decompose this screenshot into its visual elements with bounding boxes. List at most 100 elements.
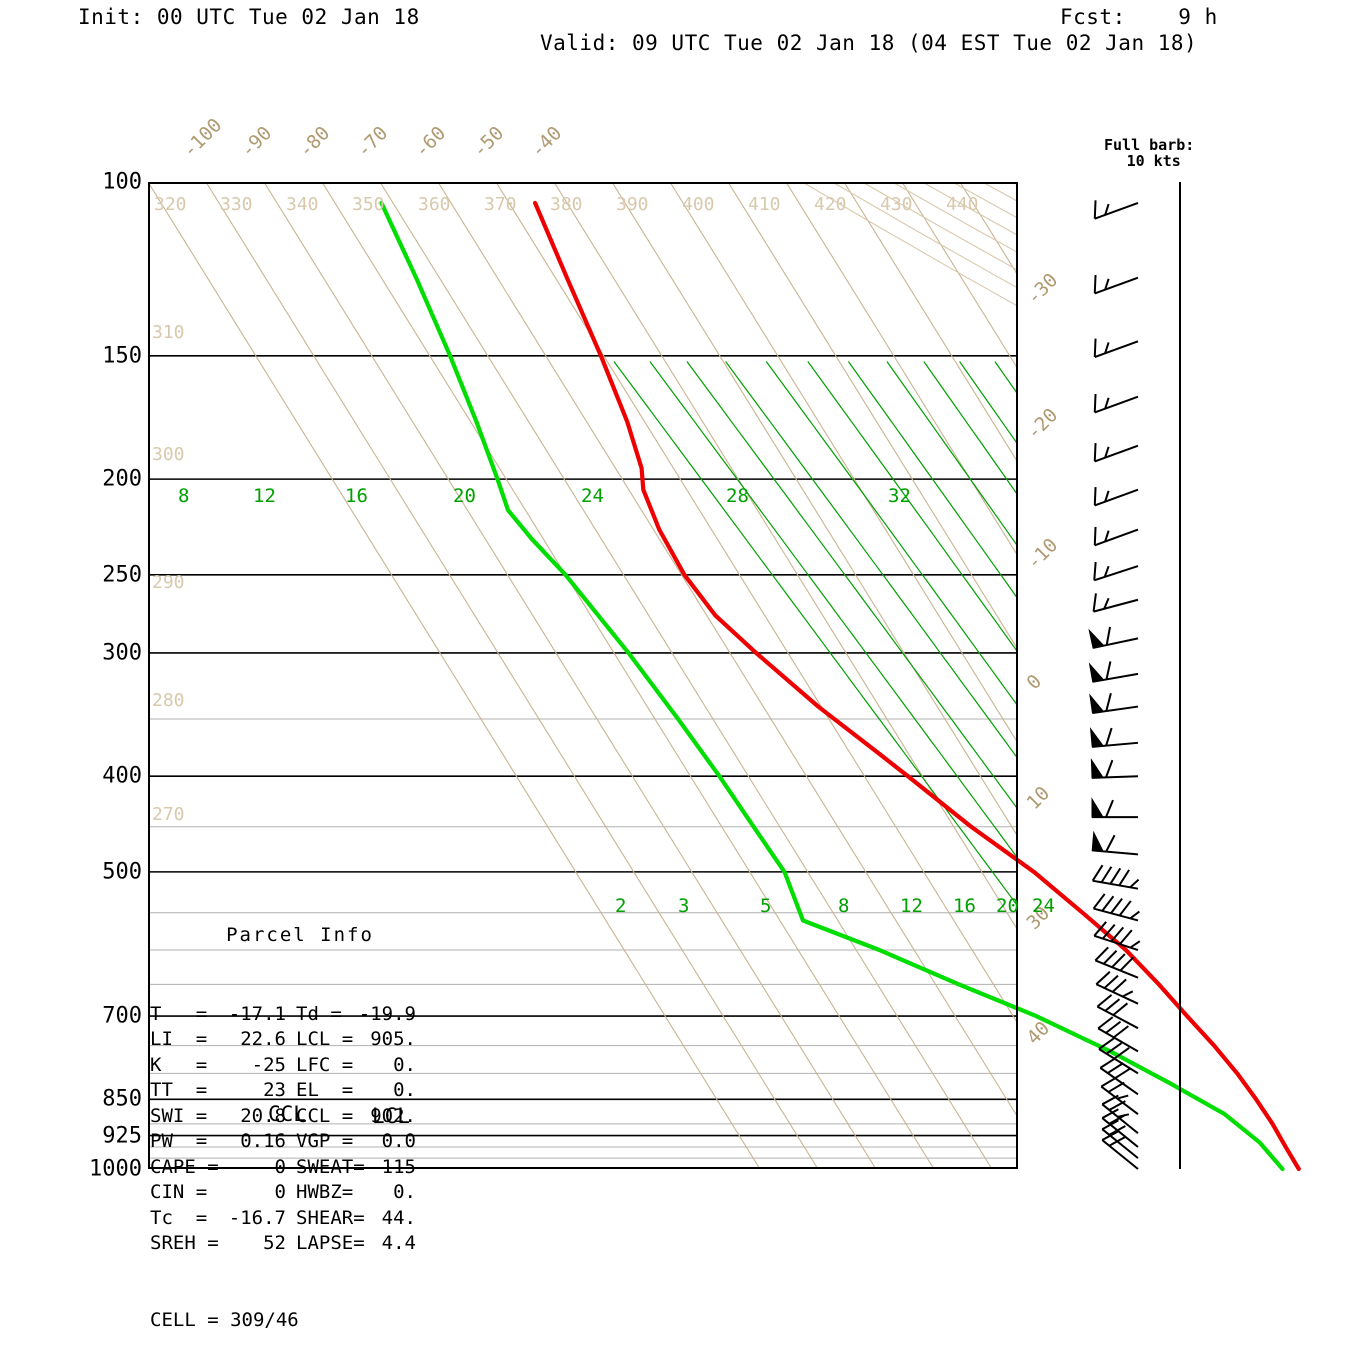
parcel-key-right: Td = (296, 1002, 342, 1025)
parcel-key-right: HWBZ= (296, 1181, 354, 1203)
lcl-annotation: LCL (372, 1104, 410, 1128)
parcel-value-right: 4.4 (381, 1232, 416, 1254)
dry-adiabat-label-300: 300 (152, 444, 185, 465)
wind-barb (1089, 692, 1139, 714)
parcel-row: T = -17.1 Td = -19.9 (150, 1002, 450, 1028)
wind-barb (1091, 864, 1140, 890)
parcel-key-right: CCL = (296, 1104, 354, 1127)
dry-adiabat-label-440: 440 (946, 194, 979, 215)
dry-adiabat-label-410: 410 (748, 194, 781, 215)
pressure-tick-100: 100 (102, 169, 142, 195)
dry-adiabat-label-310: 310 (152, 322, 185, 343)
wind-barb (1093, 443, 1139, 463)
dry-adiabat-label-320: 320 (154, 194, 187, 215)
parcel-value-left: -17.1 (228, 1002, 286, 1025)
parcel-key-left: SREH = (150, 1232, 219, 1254)
dry-adiabat-label-270: 270 (152, 804, 185, 825)
wind-barb (1098, 1037, 1139, 1075)
parcel-key-left: SWI = (150, 1104, 208, 1127)
skewt-plot-area: -100 -90 -80 -70 -60 -50 -40 -30 -20 -10 0 10 30 40 32… (148, 114, 1301, 1172)
parcel-row: PW = 0.16 VGP = 0.0 (150, 1129, 450, 1155)
parcel-value-right: 0.0 (381, 1130, 416, 1152)
parcel-info-box: Parcel Info T = -17.1 Td = -19.9 LI = 22.6 LCL… (150, 872, 450, 1331)
wind-barb (1093, 393, 1139, 414)
wind-barb (1093, 274, 1139, 295)
wind-barb (1093, 338, 1139, 358)
wind-barb (1092, 893, 1140, 922)
wind-barb (1093, 487, 1139, 507)
parcel-row: Tc = -16.7 SHEAR= 44. (150, 1206, 450, 1232)
parcel-key-left: LI = (150, 1028, 208, 1050)
parcel-value-right: 905. (370, 1028, 416, 1050)
wind-barb (1093, 921, 1141, 951)
wind-barb (1091, 830, 1139, 856)
dry-adiabat-label-390: 390 (616, 194, 649, 215)
isotherm-label--80: -80 (294, 122, 335, 162)
isotherm-label--50: -50 (468, 122, 509, 162)
parcel-row: CAPE = 0 SWEAT= 115 (150, 1155, 450, 1181)
isotherm-label--70: -70 (352, 122, 393, 162)
moist-adiabat-label-8: 8 (178, 485, 190, 508)
parcel-row: TT = 23 EL = 0. (150, 1078, 450, 1104)
wind-barb (1101, 1119, 1139, 1159)
dry-adiabat-label-330: 330 (220, 194, 253, 215)
wind-barb (1100, 1076, 1139, 1116)
parcel-key-left: Tc = (150, 1206, 208, 1229)
skewt-grid (148, 182, 1018, 1169)
parcel-value-left: 52 (263, 1232, 286, 1254)
dry-adiabat-label-360: 360 (418, 194, 451, 215)
plot-frame (148, 182, 1018, 1169)
parcel-key-left: CIN = (150, 1181, 208, 1203)
pressure-axis: 100 150 200 250 300 400 500 700 850 925 1000 (0, 170, 142, 1182)
parcel-key-right: SHEAR= (296, 1206, 365, 1229)
dry-adiabat-label-430: 430 (880, 194, 913, 215)
wind-barb (1092, 593, 1139, 613)
pressure-tick-400: 400 (102, 763, 142, 789)
parcel-key-right: LAPSE= (296, 1232, 365, 1254)
wind-barb (1093, 526, 1139, 547)
isotherm-label-right-0: 0 (1022, 670, 1047, 694)
parcel-value-left: 22.6 (240, 1028, 286, 1050)
pressure-tick-850: 850 (102, 1086, 142, 1112)
wind-barb (1088, 626, 1139, 649)
wind-barb (1101, 1130, 1139, 1170)
pressure-tick-925: 925 (102, 1123, 142, 1149)
dry-adiabat-label-370: 370 (484, 194, 517, 215)
init-time-label: Init: 00 UTC Tue 02 Jan 18 (78, 5, 420, 29)
moist-adiabat-label-12: 12 (253, 485, 276, 508)
wind-barb (1095, 971, 1139, 1005)
pressure-tick-200: 200 (102, 466, 142, 492)
parcel-key-right: LCL = (296, 1028, 354, 1050)
mixing-ratio-label-8: 8 (838, 894, 850, 917)
pressure-tick-250: 250 (102, 562, 142, 588)
parcel-row: K = -25 LFC = 0. (150, 1053, 450, 1079)
parcel-value-right: 115 (381, 1155, 416, 1178)
wind-barb (1088, 661, 1139, 683)
parcel-key-left: K = (150, 1053, 208, 1076)
mixing-ratio-label-16: 16 (953, 894, 976, 917)
moist-adiabat-label-32: 32 (888, 485, 911, 508)
mixing-ratio-label-20: 20 (996, 894, 1019, 917)
wind-barb (1097, 1016, 1139, 1053)
parcel-row: SWI = 20.8 CCL = 902. (150, 1104, 450, 1130)
parcel-row: LI = 22.6 LCL = 905. (150, 1027, 450, 1053)
parcel-value-right: -19.9 (358, 1002, 416, 1025)
parcel-key-right: VGP = (296, 1130, 354, 1152)
dry-adiabat-label-400: 400 (682, 194, 715, 215)
parcel-key-right: LFC = (296, 1053, 354, 1076)
isotherm-label--90: -90 (236, 122, 277, 162)
parcel-value-right: 902. (370, 1104, 416, 1127)
parcel-value-left: 0.16 (240, 1130, 286, 1152)
parcel-value-right: 44. (381, 1206, 416, 1229)
parcel-key-left: PW = (150, 1130, 208, 1152)
wind-barb (1094, 946, 1139, 979)
mixing-ratio-label-24: 24 (1032, 894, 1055, 917)
parcel-row: CIN = 0 HWBZ= 0. (150, 1180, 450, 1206)
pressure-tick-300: 300 (102, 640, 142, 666)
wind-barb (1099, 1057, 1139, 1096)
parcel-cell-row: CELL = 309/46 (150, 1308, 299, 1331)
wind-barb (1096, 994, 1139, 1030)
dry-adiabat-label-380: 380 (550, 194, 583, 215)
parcel-key-left: TT = (150, 1079, 208, 1101)
parcel-value-left: 0 (274, 1155, 286, 1178)
